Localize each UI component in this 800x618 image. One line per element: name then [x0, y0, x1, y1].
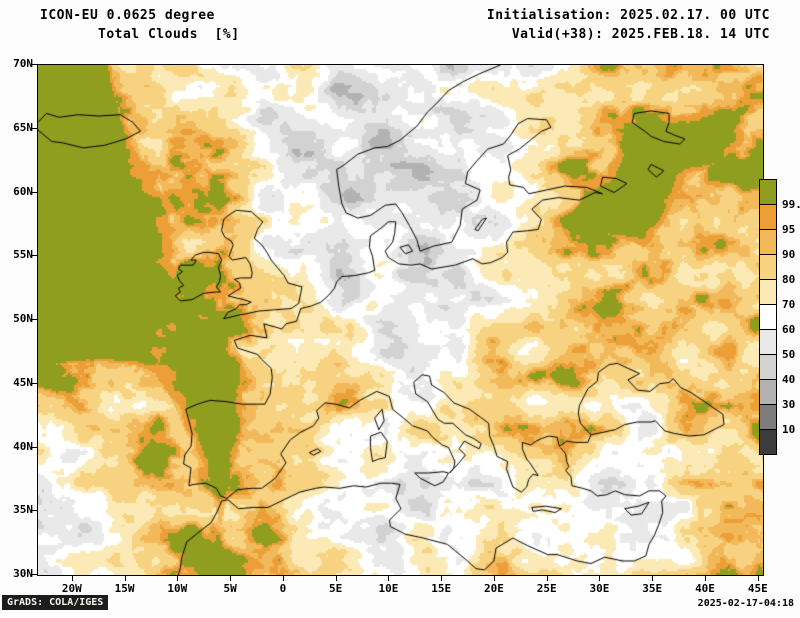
valid-time-label: Valid(+38): 2025.FEB.18. 14 UTC [511, 27, 770, 42]
latitude-label: 65N [13, 120, 33, 134]
latitude-label: 40N [13, 439, 33, 453]
longitude-label: 5E [329, 582, 343, 595]
grads-credit: GrADS: COLA/IGES [2, 595, 109, 610]
colorbar-label: 60 [782, 323, 796, 336]
colorbar-segment [759, 329, 777, 355]
colorbar [759, 179, 777, 455]
longitude-tick [705, 575, 706, 581]
longitude-label: 0 [279, 582, 287, 595]
colorbar-segment [759, 179, 777, 205]
longitude-label: 30E [589, 582, 610, 595]
longitude-tick [282, 575, 284, 581]
latitude-label: 50N [13, 312, 33, 325]
longitude-tick [177, 575, 179, 581]
latitude-label: 70N [13, 57, 33, 70]
longitude-tick [335, 575, 337, 581]
latitude-label: 45N [13, 375, 33, 389]
colorbar-label: 99.5 [782, 198, 800, 211]
colorbar-label: 40 [782, 373, 796, 386]
longitude-tick [546, 575, 548, 581]
colorbar-segment [759, 354, 777, 380]
longitude-label: 20E [484, 582, 504, 595]
longitude-label: 10W [167, 582, 188, 595]
colorbar-label: 50 [782, 348, 796, 361]
latitude-label: 60N [13, 184, 33, 198]
latitude-tick [31, 64, 37, 65]
latitude-tick [31, 319, 37, 320]
latitude-label: 55N [13, 248, 33, 262]
colorbar-segment [759, 229, 777, 255]
latitude-tick [31, 255, 37, 257]
colorbar-label: 30 [782, 398, 796, 411]
longitude-tick [757, 575, 759, 581]
longitude-tick [230, 575, 232, 581]
longitude-label: 45E [747, 582, 768, 595]
latitude-tick [31, 127, 37, 129]
field-title: Total Clouds [%] [98, 27, 240, 42]
latitude-tick [31, 191, 37, 193]
longitude-tick [124, 575, 126, 581]
longitude-tick [71, 575, 73, 581]
longitude-label: 5W [223, 582, 237, 595]
cloud-cover-map [38, 65, 763, 575]
longitude-label: 20W [61, 582, 82, 595]
colorbar-label: 10 [782, 423, 796, 436]
longitude-label: 15E [431, 582, 452, 595]
creation-timestamp: 2025-02-17-04:18 [697, 598, 794, 609]
latitude-tick [31, 574, 37, 575]
colorbar-segment [759, 404, 777, 430]
latitude-tick [31, 382, 37, 384]
model-title: ICON-EU 0.0625 degree [40, 8, 215, 23]
latitude-tick [31, 510, 37, 512]
init-time-label: Initialisation: 2025.02.17. 00 UTC [486, 8, 770, 23]
latitude-label: 30N [13, 567, 33, 580]
colorbar-segment [759, 304, 777, 330]
colorbar-segment [759, 379, 777, 405]
map-frame [37, 64, 764, 576]
longitude-tick [388, 575, 390, 581]
longitude-label: 35E [642, 582, 663, 595]
colorbar-label: 95 [782, 223, 796, 236]
latitude-label: 35N [13, 503, 33, 517]
longitude-tick [441, 575, 443, 581]
colorbar-segment [759, 204, 777, 230]
colorbar-segment [759, 429, 777, 455]
colorbar-label: 90 [782, 248, 796, 261]
longitude-label: 25E [536, 582, 557, 595]
longitude-label: 10E [378, 582, 399, 595]
longitude-label: 40E [695, 582, 715, 595]
colorbar-label: 80 [782, 273, 796, 286]
colorbar-segment [759, 254, 777, 280]
colorbar-label: 70 [782, 298, 796, 311]
colorbar-segment [759, 279, 777, 305]
longitude-tick [493, 575, 495, 581]
longitude-tick [652, 575, 654, 581]
latitude-tick [31, 446, 37, 448]
longitude-tick [599, 575, 601, 581]
longitude-label: 15W [114, 582, 135, 595]
